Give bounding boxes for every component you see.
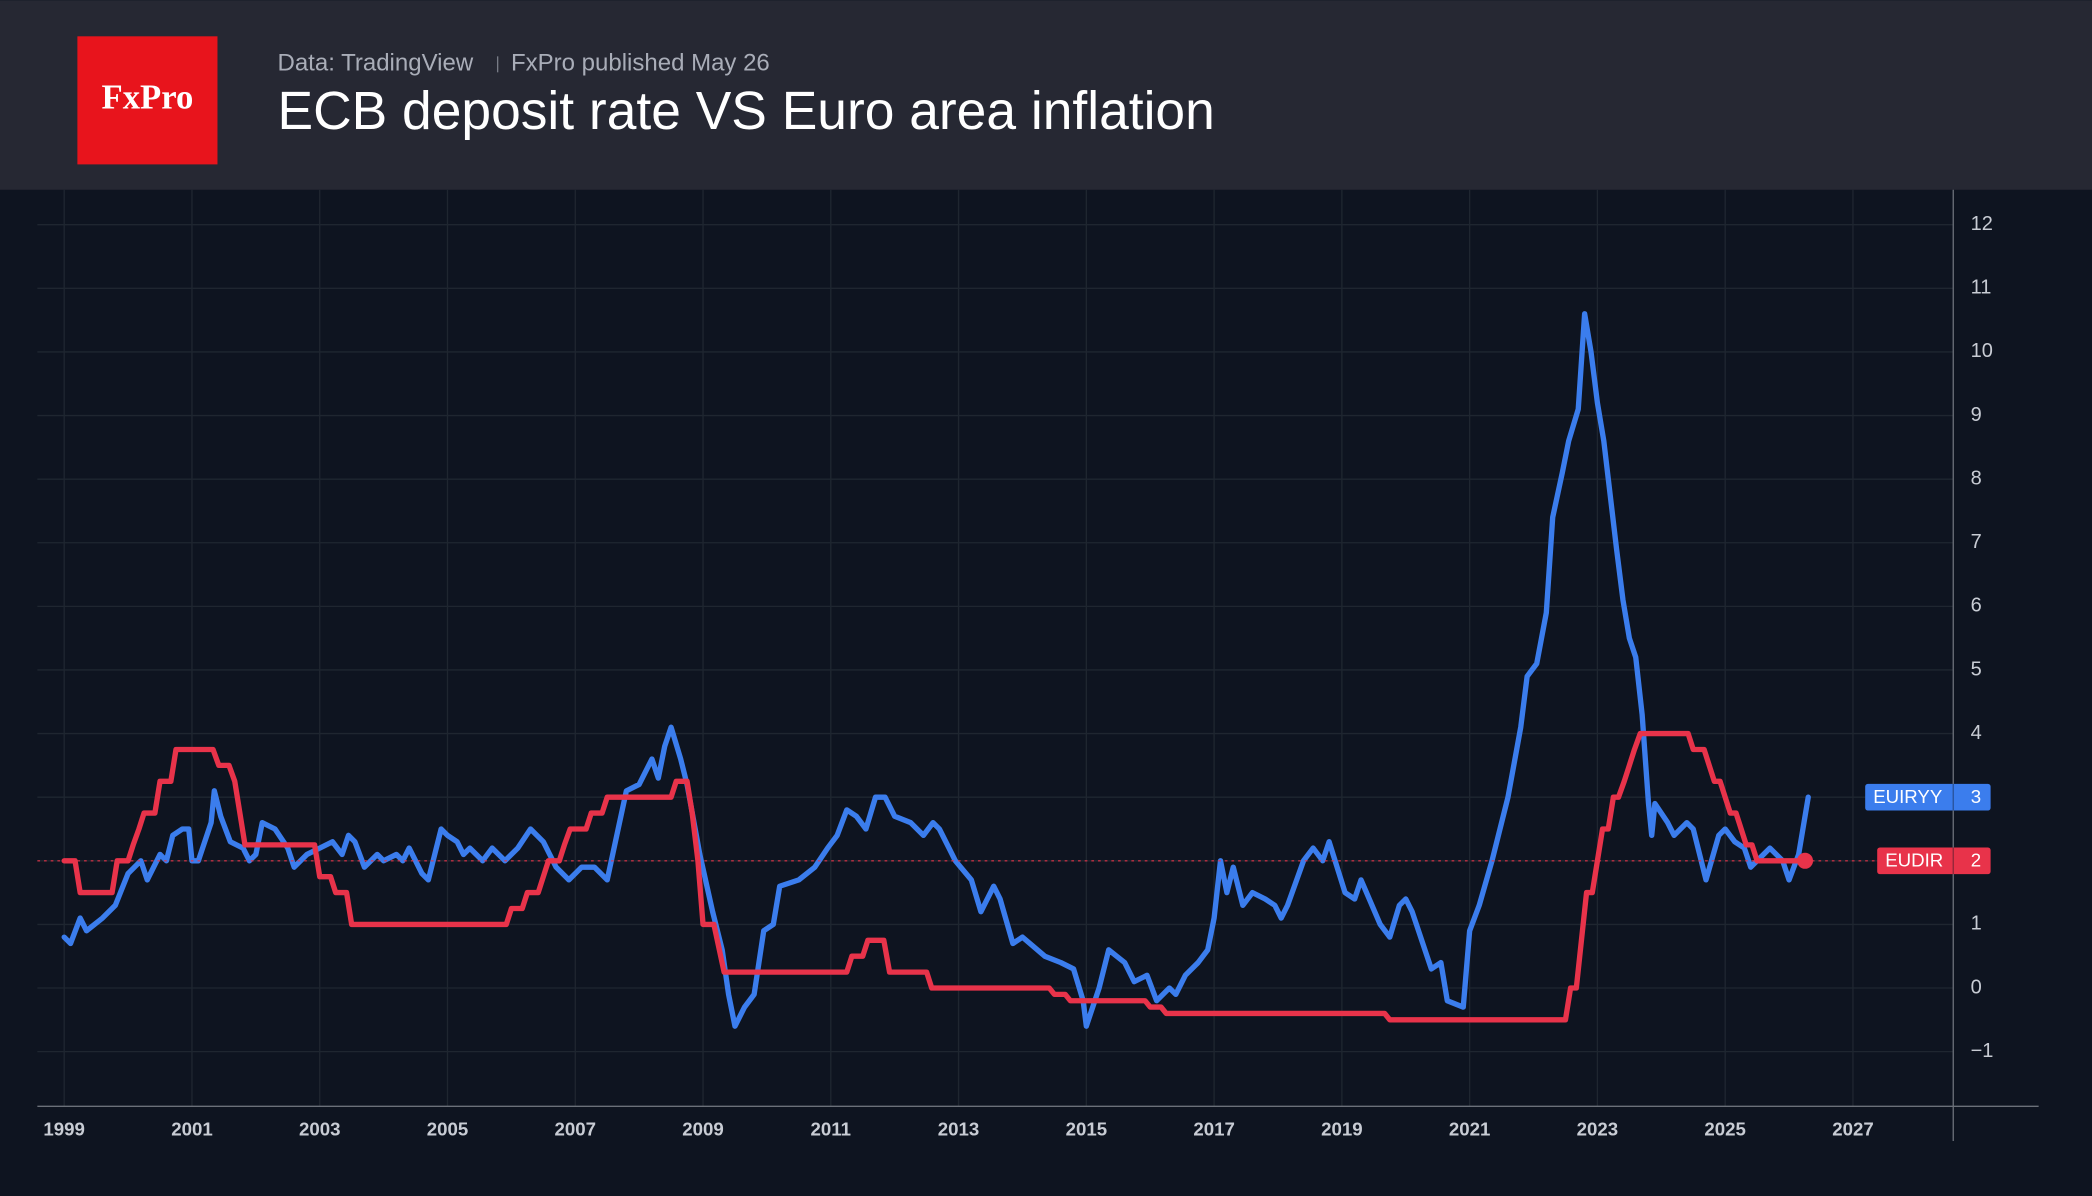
plot bbox=[37, 311, 1954, 1029]
series-label-box bbox=[1877, 847, 1991, 875]
y-tick-label: 12 bbox=[1971, 213, 1993, 235]
x-tick-label: 2005 bbox=[427, 1118, 469, 1139]
labels: −101234567891011121999200120032005200720… bbox=[43, 213, 1993, 1139]
legend-label: EUDIR bbox=[1885, 849, 1943, 870]
x-tick-label: 2003 bbox=[299, 1118, 341, 1139]
chart-title: ECB deposit rate VS Euro area inflation bbox=[278, 82, 1215, 141]
last-value-label: 3 bbox=[1971, 786, 1981, 807]
logo-box bbox=[77, 36, 218, 165]
x-tick-label: 2007 bbox=[555, 1118, 597, 1139]
legend-label: EUIRYY bbox=[1873, 786, 1943, 807]
x-tick-label: 2015 bbox=[1066, 1118, 1108, 1139]
y-tick-label: 10 bbox=[1971, 340, 1993, 362]
y-tick-label: 5 bbox=[1971, 658, 1982, 680]
y-tick-label: −1 bbox=[1971, 1040, 1994, 1062]
last-point bbox=[1797, 852, 1814, 869]
source: Data: TradingView bbox=[278, 50, 474, 77]
x-tick-label: 2025 bbox=[1704, 1118, 1746, 1139]
y-tick-label: 6 bbox=[1971, 595, 1982, 617]
logo: FxPro bbox=[102, 77, 194, 116]
x-tick-label: 2027 bbox=[1832, 1118, 1874, 1139]
y-tick-label: 1 bbox=[1971, 913, 1982, 935]
header bbox=[0, 0, 2092, 190]
x-tick-label: 2009 bbox=[682, 1118, 724, 1139]
x-tick-label: 2017 bbox=[1193, 1118, 1235, 1139]
x-tick-label: 2011 bbox=[811, 1118, 851, 1139]
x-tick-label: 2013 bbox=[938, 1118, 980, 1139]
x-tick-label: 2021 bbox=[1449, 1118, 1491, 1139]
y-tick-label: 11 bbox=[1971, 277, 1992, 299]
y-tick-label: 8 bbox=[1971, 467, 1982, 489]
published: FxPro published May 26 bbox=[511, 50, 770, 77]
x-tick-label: 2023 bbox=[1577, 1118, 1619, 1139]
y-tick-label: 4 bbox=[1971, 722, 1982, 744]
x-tick-label: 2019 bbox=[1321, 1118, 1363, 1139]
last-value-label: 2 bbox=[1971, 849, 1981, 870]
y-tick-label: 9 bbox=[1971, 404, 1982, 426]
series-line bbox=[61, 730, 1808, 1023]
x-tick-label: 2001 bbox=[171, 1118, 213, 1139]
series-label-box bbox=[1865, 783, 1991, 811]
y-tick-label: 7 bbox=[1971, 531, 1982, 553]
series-line bbox=[61, 311, 1811, 1029]
x-tick-label: 1999 bbox=[43, 1118, 85, 1139]
y-tick-label: 0 bbox=[1971, 976, 1982, 998]
